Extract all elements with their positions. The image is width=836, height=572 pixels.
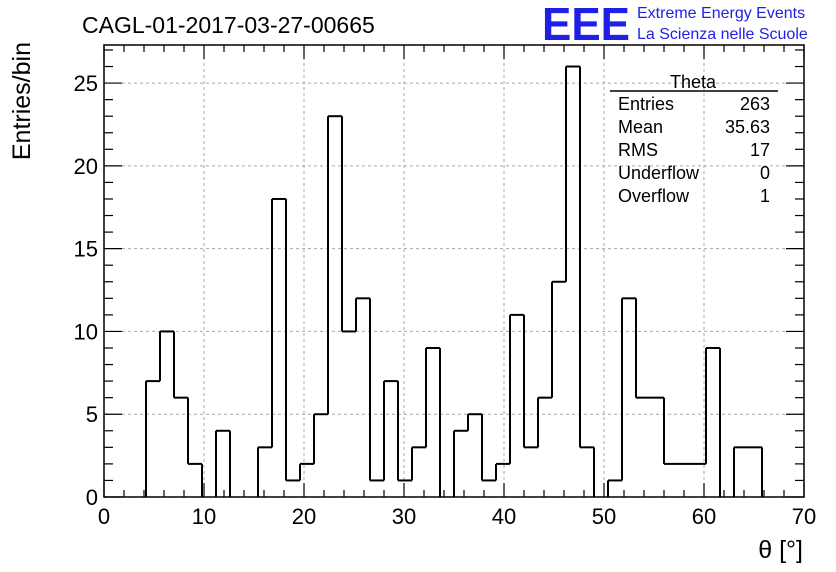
eee-logo-text: EEE xyxy=(542,0,630,50)
stats-label-rms: RMS xyxy=(618,140,658,160)
stats-value-overflow: 1 xyxy=(760,186,770,206)
stats-box: Theta Entries 263 Mean 35.63 RMS 17 Unde… xyxy=(610,72,778,206)
stats-value-rms: 17 xyxy=(750,140,770,160)
chart-title: CAGL-01-2017-03-27-00665 xyxy=(82,12,375,38)
stats-label-overflow: Overflow xyxy=(618,186,690,206)
x-tick-label: 40 xyxy=(492,504,516,529)
stats-value-mean: 35.63 xyxy=(725,117,770,137)
y-tick-label: 0 xyxy=(86,485,98,510)
x-tick-label: 10 xyxy=(192,504,216,529)
x-tick-label: 20 xyxy=(292,504,316,529)
x-tick-label: 0 xyxy=(98,504,110,529)
y-tick-label: 15 xyxy=(74,237,98,262)
logo-line-2: La Scienza nelle Scuole xyxy=(637,26,808,43)
y-axis-label: Entries/bin xyxy=(8,42,36,160)
grid-lines xyxy=(104,45,804,497)
logo-line-1: Extreme Energy Events xyxy=(637,5,805,22)
y-tick-label: 25 xyxy=(74,71,98,96)
x-tick-label: 60 xyxy=(692,504,716,529)
stats-value-underflow: 0 xyxy=(760,163,770,183)
x-tick-label: 50 xyxy=(592,504,616,529)
stats-title: Theta xyxy=(670,72,717,92)
y-tick-label: 5 xyxy=(86,402,98,427)
stats-label-mean: Mean xyxy=(618,117,663,137)
histogram-series xyxy=(145,65,763,497)
x-tick-label: 70 xyxy=(792,504,816,529)
y-tick-label: 20 xyxy=(74,154,98,179)
x-tick-label: 30 xyxy=(392,504,416,529)
y-tick-label: 10 xyxy=(74,319,98,344)
stats-value-entries: 263 xyxy=(740,94,770,114)
x-axis-label: θ [°] xyxy=(758,536,803,564)
plot-frame xyxy=(103,44,805,498)
stats-label-underflow: Underflow xyxy=(618,163,700,183)
stats-label-entries: Entries xyxy=(618,94,674,114)
